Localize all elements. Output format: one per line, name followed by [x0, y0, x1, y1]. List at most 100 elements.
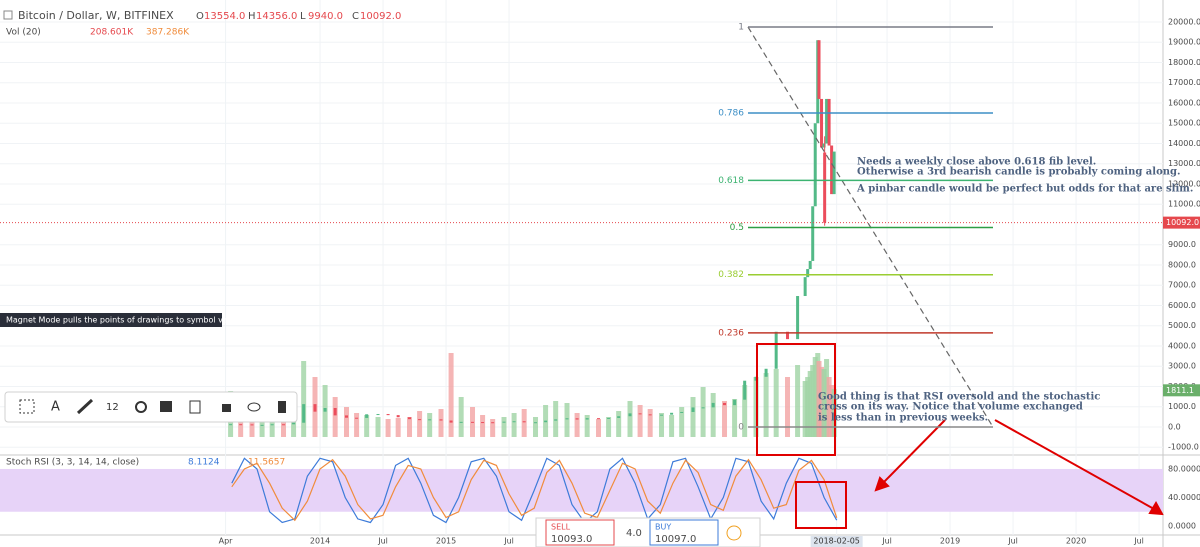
time-marker	[810, 536, 863, 547]
candle	[323, 407, 327, 412]
settings[interactable]	[135, 401, 147, 413]
candle	[617, 416, 621, 418]
ohlc-value: 13554.0	[204, 11, 245, 22]
candle	[774, 331, 778, 369]
candle	[313, 404, 317, 412]
ohlc-value: 10092.0	[360, 11, 401, 22]
volume-bar	[812, 357, 818, 437]
order-panel: SELL 10093.0 4.0 BUY 10097.0	[535, 517, 761, 547]
annotation: A pinbar candle would be perfect but odd…	[856, 184, 1193, 195]
candle	[481, 422, 485, 424]
collapse-icon[interactable]	[3, 10, 13, 20]
fib-label: 1	[738, 23, 744, 33]
volume-bar	[584, 415, 590, 437]
candle	[830, 145, 834, 195]
volume-bar	[596, 419, 602, 437]
volume-bar	[281, 415, 287, 437]
x-tick-label: 2020	[1066, 537, 1086, 546]
candle	[449, 420, 453, 423]
volume-bar	[354, 413, 360, 437]
stoch-tick-label: 80.0000	[1168, 464, 1200, 473]
clone[interactable]	[189, 400, 201, 414]
candle	[554, 419, 558, 421]
ohlc-name: O	[196, 11, 204, 22]
layers[interactable]	[160, 401, 172, 412]
candle	[239, 424, 243, 426]
annotation: Needs a weekly close above 0.618 fib lev…	[857, 157, 1096, 168]
volume-bar	[332, 397, 338, 437]
lock[interactable]	[222, 404, 231, 412]
volume-bar	[647, 409, 653, 437]
pen-tool[interactable]	[76, 398, 94, 415]
volume-bar	[679, 407, 685, 437]
candle	[670, 412, 674, 415]
candle	[471, 421, 475, 423]
y-tick-label: 13000.0	[1168, 159, 1200, 168]
y-tick-label: 18000.0	[1168, 58, 1200, 67]
candle	[701, 407, 705, 409]
tooltip: Magnet Mode pulls the points of drawings…	[6, 316, 244, 325]
volume-bar	[810, 365, 816, 437]
candle	[565, 418, 569, 420]
highlight-box	[756, 343, 836, 456]
candle	[832, 151, 836, 195]
candle	[691, 407, 695, 412]
sell-button[interactable]	[545, 519, 615, 546]
visibility[interactable]	[247, 402, 261, 412]
candle	[803, 277, 807, 297]
ohlc-name: C	[352, 11, 359, 22]
volume-bar	[819, 367, 825, 437]
volume-bar	[690, 397, 696, 437]
y-tick-label: -1000.0	[1168, 443, 1199, 452]
volume-bar	[785, 377, 791, 437]
text-tool[interactable]: A	[51, 400, 60, 415]
volume-bar	[490, 419, 496, 437]
x-tick-label: Jul	[1133, 537, 1144, 546]
sell-price: 10093.0	[551, 534, 592, 545]
volume-bar	[417, 411, 423, 437]
info-icon[interactable]	[726, 525, 742, 541]
volume-bar	[448, 353, 454, 437]
volume-bar	[533, 417, 539, 437]
volume-bar	[564, 403, 570, 437]
x-tick-label: Jul	[377, 537, 388, 546]
fib-label: 0.618	[718, 176, 744, 186]
candle	[808, 260, 812, 270]
annotation: is less than in previous weeks.	[818, 413, 988, 424]
candle	[333, 407, 337, 416]
y-tick-label: 16000.0	[1168, 98, 1200, 107]
candle	[827, 98, 831, 146]
ohlc-value: 14356.0	[256, 11, 297, 22]
candle	[544, 420, 548, 423]
fib-label: 0.382	[718, 270, 744, 280]
buy-button[interactable]	[649, 519, 719, 546]
stoch-tick-label: 40.0000	[1168, 493, 1200, 502]
fib-label: 0	[738, 422, 744, 432]
delete[interactable]	[278, 401, 286, 413]
y-tick-label: 6000.0	[1168, 301, 1196, 310]
candle	[811, 206, 815, 261]
font-size[interactable]: 12	[106, 402, 119, 413]
fib-label: 0.5	[730, 223, 744, 233]
symbol-title: Bitcoin / Dollar, W, BITFINEX	[18, 9, 174, 22]
candle	[660, 414, 664, 416]
volume-bar	[795, 365, 801, 437]
x-tick-label: Jul	[503, 537, 514, 546]
ohlc-value: 9940.0	[308, 11, 343, 22]
annotation: cross on its way. Notice that volume exc…	[818, 402, 1083, 413]
volume-bar	[375, 417, 381, 437]
header: Bitcoin / Dollar, W, BITFINEX Vol (20) 2…	[3, 9, 401, 38]
candle	[743, 380, 747, 400]
stoch-value: 8.1124	[188, 458, 220, 468]
candle	[250, 424, 254, 426]
volume-ma-box	[1163, 384, 1200, 397]
x-tick-label: Jul	[1007, 537, 1018, 546]
buy-label: BUY	[655, 523, 671, 532]
select-tool[interactable]	[19, 399, 35, 414]
stoch-line	[231, 457, 838, 524]
volume-bar	[458, 397, 464, 437]
volume-bar	[826, 377, 832, 437]
candle	[786, 331, 790, 340]
candle	[597, 418, 601, 420]
